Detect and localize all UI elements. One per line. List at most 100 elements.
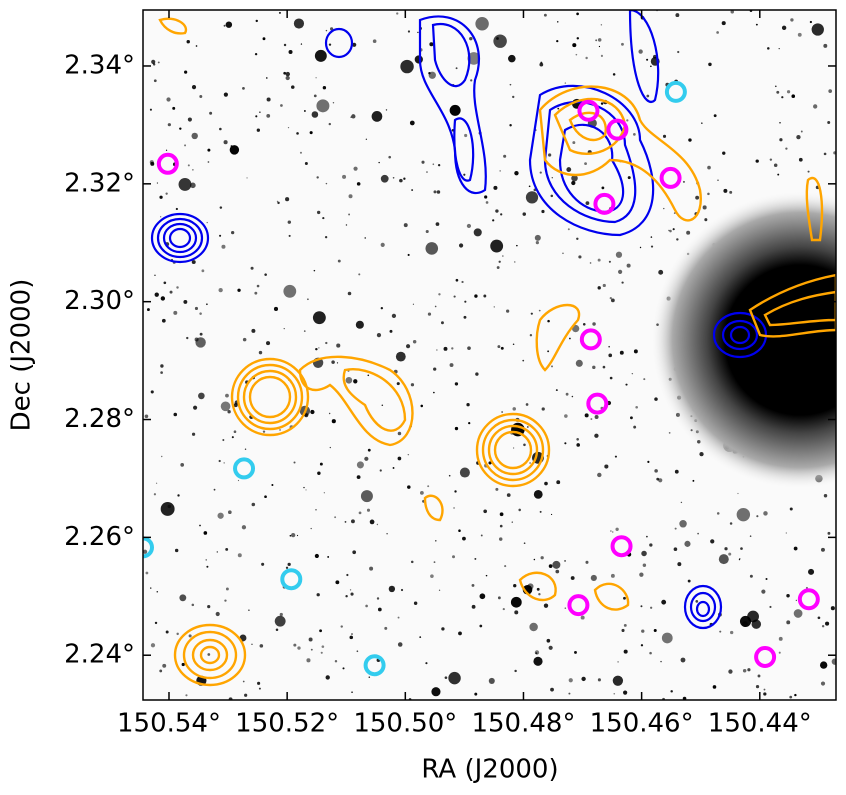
source <box>755 159 759 163</box>
source <box>346 573 349 577</box>
source <box>755 685 760 689</box>
marker <box>754 645 777 668</box>
source <box>325 675 330 680</box>
source <box>623 623 627 627</box>
source <box>562 252 564 255</box>
source <box>356 650 359 653</box>
source <box>191 85 197 90</box>
source <box>369 566 374 571</box>
source <box>534 650 540 655</box>
source <box>728 552 732 556</box>
source <box>367 374 370 377</box>
marker <box>233 457 256 480</box>
source <box>522 212 526 216</box>
source <box>623 690 628 695</box>
source <box>222 439 225 442</box>
source <box>497 345 501 349</box>
source <box>342 174 347 179</box>
source <box>163 281 167 285</box>
source <box>199 312 202 315</box>
source <box>638 49 643 54</box>
source <box>485 201 489 204</box>
source <box>455 278 459 282</box>
source <box>320 651 323 654</box>
source <box>380 174 389 183</box>
source <box>414 55 423 64</box>
source <box>205 559 207 561</box>
source <box>293 18 305 29</box>
source <box>160 216 162 218</box>
source <box>367 448 371 452</box>
source <box>242 87 245 90</box>
source <box>458 529 461 532</box>
source <box>719 630 722 633</box>
source <box>653 629 657 633</box>
source <box>475 372 479 376</box>
source <box>283 327 285 330</box>
bright-star <box>650 190 836 490</box>
source <box>769 605 772 609</box>
source <box>572 141 576 145</box>
source <box>329 446 331 449</box>
source <box>470 79 473 82</box>
source <box>452 555 455 559</box>
source <box>331 360 335 364</box>
source <box>498 537 503 541</box>
source <box>466 223 472 229</box>
source <box>646 58 649 61</box>
source <box>206 565 209 568</box>
source <box>695 600 699 603</box>
source <box>608 353 613 358</box>
source <box>435 540 437 542</box>
source <box>512 343 515 346</box>
source <box>427 312 432 316</box>
source <box>184 70 188 74</box>
source <box>225 587 229 591</box>
source <box>328 412 331 415</box>
source <box>462 536 466 541</box>
source <box>351 633 353 635</box>
source <box>597 286 601 290</box>
source <box>688 138 692 142</box>
source <box>590 574 597 582</box>
source <box>251 328 256 333</box>
source <box>220 401 231 412</box>
source <box>256 284 260 288</box>
source <box>433 367 437 371</box>
source <box>602 365 606 369</box>
source <box>160 364 164 368</box>
source <box>790 18 794 22</box>
blue-contours <box>150 10 768 630</box>
source <box>215 611 220 617</box>
source <box>399 178 403 183</box>
source <box>597 472 602 478</box>
source <box>156 182 159 184</box>
x-tick-label: 150.54° <box>117 709 221 739</box>
source <box>621 281 624 284</box>
source <box>811 23 824 36</box>
source <box>388 155 392 159</box>
source <box>496 266 500 269</box>
source <box>358 511 362 515</box>
source <box>283 43 287 47</box>
source <box>459 467 470 478</box>
source <box>660 660 662 663</box>
source <box>508 54 516 63</box>
source <box>564 414 568 418</box>
source <box>779 121 781 124</box>
source <box>672 228 675 231</box>
source <box>466 403 470 407</box>
source <box>594 433 599 438</box>
source <box>285 197 290 202</box>
source <box>356 475 361 480</box>
source <box>395 351 406 362</box>
source <box>337 259 341 263</box>
source <box>485 574 488 577</box>
source <box>184 144 187 147</box>
source <box>167 123 171 127</box>
y-axis-label: Dec (J2000) <box>7 279 37 432</box>
y-tick-label: 2.24° <box>64 640 135 670</box>
source <box>262 37 266 41</box>
source <box>351 114 356 119</box>
source <box>600 102 604 105</box>
